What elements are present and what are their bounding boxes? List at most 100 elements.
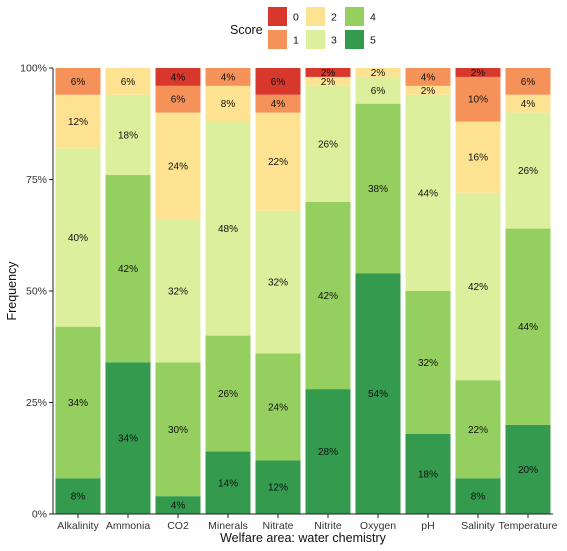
bar-segment — [505, 424, 551, 514]
data-label: 40% — [68, 233, 88, 244]
data-label: 2% — [321, 77, 336, 88]
bar-segment — [105, 362, 151, 514]
legend-label: 5 — [370, 35, 376, 47]
data-label: 6% — [171, 95, 186, 106]
legend-swatch — [268, 30, 287, 49]
data-label: 6% — [71, 77, 86, 88]
bar-segment — [155, 68, 201, 86]
data-label: 32% — [268, 278, 288, 289]
data-label: 18% — [118, 130, 138, 141]
data-label: 22% — [268, 157, 288, 168]
data-label: 12% — [268, 483, 288, 494]
bar-segment — [155, 219, 201, 363]
legend-title: Score — [230, 23, 263, 37]
bar-segment — [155, 362, 201, 497]
data-label: 16% — [468, 153, 488, 164]
x-tick-label: pH — [421, 520, 434, 532]
bar-segment — [205, 451, 251, 514]
bar-segment — [455, 121, 501, 193]
bar-segment — [505, 112, 551, 229]
x-tick-label: Ammonia — [106, 520, 151, 532]
data-label: 12% — [68, 117, 88, 128]
data-label: 44% — [518, 322, 538, 333]
legend-label: 1 — [293, 35, 299, 47]
data-label: 2% — [321, 68, 336, 79]
bar-segment — [355, 103, 401, 274]
y-axis: 0% 25% 50% 75% 100% — [20, 63, 54, 521]
bar-segment — [455, 192, 501, 381]
data-label: 26% — [318, 139, 338, 150]
data-label: 4% — [221, 72, 236, 83]
bar-segment — [355, 273, 401, 514]
bar-segment — [305, 68, 351, 77]
legend-label: 4 — [370, 12, 376, 24]
bar-segment — [305, 76, 351, 86]
data-label: 42% — [468, 282, 488, 293]
bar-segment — [255, 94, 301, 113]
bar-segment — [405, 291, 451, 434]
bar-segment — [105, 68, 151, 95]
legend-swatch — [306, 7, 325, 26]
data-label: 8% — [71, 492, 86, 503]
legend-swatch — [306, 30, 325, 49]
data-label: 2% — [471, 68, 486, 79]
bar-segment — [205, 85, 251, 122]
data-label: 10% — [468, 95, 488, 106]
bar-segment — [205, 335, 251, 452]
bar-segment — [205, 68, 251, 86]
data-label: 32% — [418, 358, 438, 369]
x-tick-label: Minerals — [208, 520, 248, 532]
bar-segment — [405, 68, 451, 86]
x-axis: Alkalinity Ammonia CO2 Minerals Nitrate Nitri… — [53, 513, 558, 532]
data-label: 4% — [271, 99, 286, 110]
bar-segment — [455, 380, 501, 479]
data-label: 4% — [421, 72, 436, 83]
data-label: 6% — [371, 86, 386, 97]
data-label: 4% — [171, 72, 186, 83]
bar-segment — [305, 201, 351, 390]
x-tick-label: CO2 — [167, 520, 189, 532]
data-label: 6% — [121, 77, 136, 88]
bar-segment — [255, 68, 301, 95]
x-tick-label: Salinity — [461, 520, 496, 532]
data-label: 18% — [418, 469, 438, 480]
data-label: 48% — [218, 224, 238, 235]
legend-swatch — [345, 7, 364, 26]
bar-segment — [255, 210, 301, 354]
data-label: 30% — [168, 425, 188, 436]
data-label: 14% — [218, 478, 238, 489]
data-label: 24% — [268, 402, 288, 413]
data-label: 6% — [271, 77, 286, 88]
bar-segment — [305, 389, 351, 514]
legend-label: 3 — [331, 35, 337, 47]
bar-segment — [155, 112, 201, 220]
data-label: 20% — [518, 465, 538, 476]
plot-area: 8% 34% 40% 12% 6% 34% 42% 18% 6% 4% 30% 32% 24% 6% 4% 1… — [20, 63, 557, 533]
bar-segment — [505, 228, 551, 425]
bar-segment — [55, 94, 101, 149]
data-label: 28% — [318, 447, 338, 458]
bar-segment — [55, 478, 101, 514]
x-axis-title: Welfare area: water chemistry — [220, 531, 387, 545]
data-label: 34% — [68, 398, 88, 409]
bar-segment — [405, 85, 451, 95]
data-label: 2% — [421, 86, 436, 97]
data-label: 8% — [471, 492, 486, 503]
data-label: 38% — [368, 184, 388, 195]
bar-segment — [455, 68, 501, 77]
y-tick-label: 25% — [26, 397, 47, 409]
y-tick-label: 50% — [26, 286, 47, 298]
legend: Score 0 1 2 3 4 5 — [230, 7, 376, 49]
bar-segment — [355, 68, 401, 77]
legend-label: 2 — [331, 12, 337, 24]
y-tick-label: 100% — [20, 63, 47, 75]
data-label: 54% — [368, 389, 388, 400]
data-label: 34% — [118, 434, 138, 445]
legend-label: 0 — [293, 12, 299, 24]
data-label: 4% — [171, 501, 186, 512]
legend-swatch — [345, 30, 364, 49]
data-label: 42% — [318, 291, 338, 302]
bar-segment — [55, 326, 101, 479]
bar-segment — [155, 85, 201, 113]
data-label: 2% — [371, 68, 386, 79]
